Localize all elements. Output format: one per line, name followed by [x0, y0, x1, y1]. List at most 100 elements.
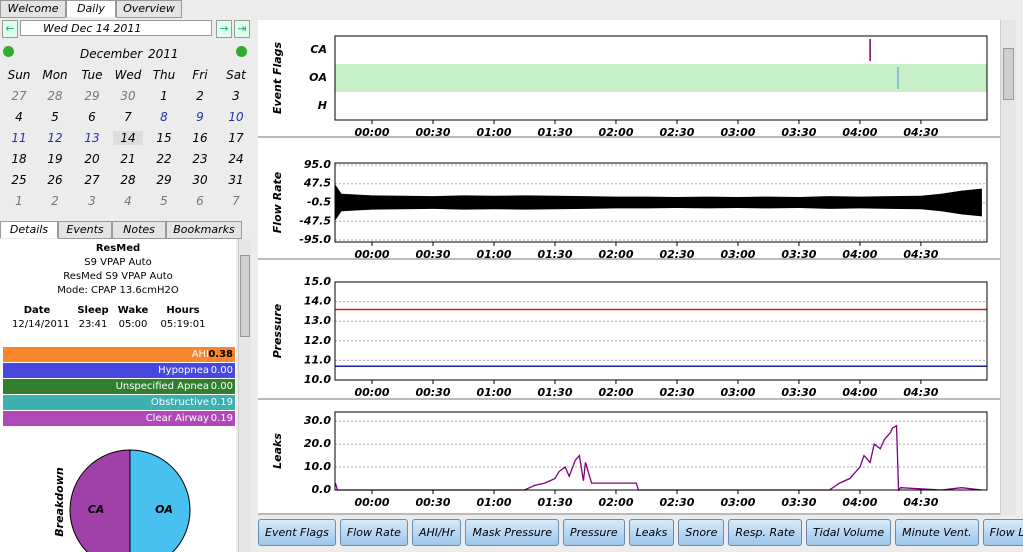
day[interactable]: 11: [11, 131, 27, 145]
day[interactable]: 29: [156, 173, 172, 187]
table-cell: 12/14/2011: [12, 319, 70, 330]
graph-toggle-button[interactable]: Pressure: [562, 519, 625, 546]
detail-tab[interactable]: Notes: [112, 221, 166, 239]
day[interactable]: 6: [88, 110, 96, 124]
prev-day-button[interactable]: ←: [2, 20, 18, 38]
graph-toggle-button[interactable]: Event Flags: [258, 519, 336, 546]
date-box[interactable]: Wed Dec 14 2011: [20, 20, 212, 36]
cal-prev[interactable]: [3, 46, 14, 57]
day[interactable]: 29: [84, 89, 100, 103]
day[interactable]: 20: [84, 152, 100, 166]
last-day-button[interactable]: ⇥: [234, 20, 250, 38]
day[interactable]: 25: [11, 173, 27, 187]
day[interactable]: 5: [51, 110, 59, 124]
day[interactable]: 31: [228, 173, 244, 187]
pie-slice: [129, 449, 191, 552]
day[interactable]: 22: [156, 152, 172, 166]
flag-band: [335, 64, 987, 92]
x-tick-label: 01:30: [537, 496, 572, 509]
top-tab[interactable]: Overview: [116, 0, 182, 18]
detail-tab[interactable]: Bookmarks: [166, 221, 242, 239]
day[interactable]: 28: [47, 89, 63, 103]
graph-toggle-button[interactable]: Minute Vent.: [895, 519, 979, 546]
day[interactable]: 14: [113, 131, 143, 145]
day[interactable]: 4: [124, 194, 132, 208]
x-tick-label: 01:30: [537, 126, 572, 139]
detail-tab[interactable]: Details: [0, 221, 58, 238]
plot-frame: [334, 411, 988, 491]
y-tick-label: -47.5: [299, 214, 331, 227]
day[interactable]: 10: [228, 110, 244, 124]
scroll-thumb[interactable]: [1003, 48, 1014, 100]
day[interactable]: 30: [120, 89, 136, 103]
day[interactable]: 17: [228, 131, 244, 145]
x-tick-label: 03:30: [781, 126, 816, 139]
day[interactable]: 15: [156, 131, 172, 145]
details-scroll-thumb[interactable]: [240, 255, 250, 337]
pie-label: CA: [88, 503, 105, 516]
day[interactable]: 2: [51, 194, 59, 208]
day[interactable]: 4: [15, 110, 23, 124]
x-tick-label: 01:00: [476, 248, 511, 261]
day[interactable]: 19: [47, 152, 63, 166]
index-bar: AHI 0.38: [3, 347, 235, 362]
index-bar: Obstructive 0.19: [3, 395, 235, 410]
x-tick-label: 03:30: [781, 496, 816, 509]
cal-year[interactable]: 2011: [148, 47, 179, 61]
x-tick-label: 03:00: [720, 386, 755, 399]
x-tick-label: 02:30: [659, 248, 694, 261]
top-tab[interactable]: Daily: [66, 0, 116, 17]
detail-tab[interactable]: Events: [58, 221, 112, 239]
x-tick-label: 01:30: [537, 386, 572, 399]
day[interactable]: 28: [120, 173, 136, 187]
day[interactable]: 1: [15, 194, 23, 208]
day[interactable]: 23: [192, 152, 208, 166]
graph-toggle-button[interactable]: Flow Rate: [339, 519, 408, 546]
day[interactable]: 24: [228, 152, 244, 166]
graph-toggle-button[interactable]: Mask Pressure: [465, 519, 559, 546]
graph-toggle-button[interactable]: Tidal Volume: [805, 519, 892, 546]
day[interactable]: 21: [120, 152, 136, 166]
day[interactable]: 27: [84, 173, 100, 187]
day[interactable]: 13: [84, 131, 100, 145]
day[interactable]: 12: [47, 131, 63, 145]
graph-toggle-button[interactable]: Resp. Rate: [728, 519, 802, 546]
day[interactable]: 6: [196, 194, 204, 208]
device-model: S9 VPAP Auto: [84, 257, 152, 268]
breakdown-label: Breakdown: [53, 467, 66, 537]
day[interactable]: 27: [11, 89, 27, 103]
day[interactable]: 7: [232, 194, 240, 208]
cal-month[interactable]: December: [80, 47, 143, 61]
index-bar: Hypopnea 0.00: [3, 363, 235, 378]
graph-toggle-button[interactable]: Snore: [678, 519, 725, 546]
graph-toggle-button[interactable]: Flow Lim: [982, 519, 1023, 546]
day[interactable]: 7: [124, 110, 132, 124]
day[interactable]: 16: [192, 131, 208, 145]
day[interactable]: 9: [196, 110, 204, 124]
graph-title: Pressure: [271, 303, 284, 358]
y-tick-label: -95.0: [299, 233, 331, 246]
day[interactable]: 18: [11, 152, 27, 166]
weekday: Tue: [81, 68, 103, 82]
day[interactable]: 3: [88, 194, 96, 208]
graph-toggle-button[interactable]: Leaks: [628, 519, 675, 546]
y-tick-label: OA: [309, 71, 327, 84]
scrollbar[interactable]: [1000, 20, 1016, 515]
graph-toggle-button[interactable]: AHI/Hr: [411, 519, 462, 546]
day[interactable]: 5: [160, 194, 168, 208]
top-tab[interactable]: Welcome: [0, 0, 66, 18]
panel: [258, 260, 1000, 398]
day[interactable]: 8: [160, 110, 168, 124]
next-day-button[interactable]: →: [216, 20, 232, 38]
cal-next[interactable]: [236, 46, 247, 57]
day[interactable]: 1: [160, 89, 168, 103]
index-value: 0.19: [210, 397, 233, 408]
plot-frame: [334, 281, 988, 381]
day[interactable]: 3: [232, 89, 240, 103]
x-tick-label: 02:00: [598, 386, 633, 399]
index-value: 0.00: [210, 365, 233, 376]
day[interactable]: 30: [192, 173, 208, 187]
day[interactable]: 2: [196, 89, 204, 103]
x-tick-label: 03:00: [720, 126, 755, 139]
day[interactable]: 26: [47, 173, 63, 187]
